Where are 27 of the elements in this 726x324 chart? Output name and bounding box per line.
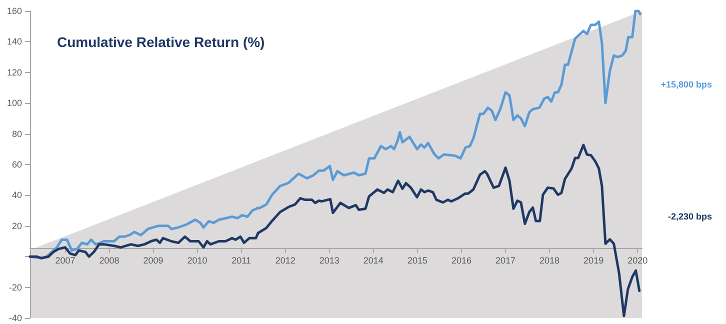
x-tick-label: 2017 xyxy=(495,255,516,266)
y-tick-label: 80 xyxy=(12,128,22,139)
text: -2,230 bps xyxy=(668,212,712,222)
x-tick-label: 2010 xyxy=(187,255,208,266)
y-tick-label: -20 xyxy=(8,282,22,292)
y-tick-label: 120 xyxy=(6,67,22,78)
text: Cumulative Relative Return (%) xyxy=(57,34,265,50)
x-tick-label: 2008 xyxy=(99,255,120,266)
y-tick-label: 100 xyxy=(6,98,22,108)
x-tick-label: 2019 xyxy=(584,255,604,266)
x-tick-label: 2011 xyxy=(232,255,252,266)
x-tick-label: 2013 xyxy=(319,255,340,266)
y-tick-label: 40 xyxy=(12,190,22,200)
x-tick-label: 2018 xyxy=(540,255,560,266)
y-tick-label: -40 xyxy=(8,313,22,323)
x-tick-label: 2009 xyxy=(143,255,164,266)
x-tick-label: 2015 xyxy=(407,255,428,266)
text: +15,800 bps xyxy=(660,80,712,90)
y-tick-label: 60 xyxy=(12,160,22,170)
x-tick-label: 2012 xyxy=(275,255,296,266)
x-tick-label: 2020 xyxy=(628,255,648,266)
y-tick-label: 140 xyxy=(6,36,22,47)
x-tick-label: 2007 xyxy=(55,255,76,266)
x-tick-label: 2014 xyxy=(363,255,384,266)
x-tick-label: 2016 xyxy=(451,255,472,266)
y-tick-label: 160 xyxy=(6,6,22,16)
y-tick-label: 20 xyxy=(12,220,22,231)
